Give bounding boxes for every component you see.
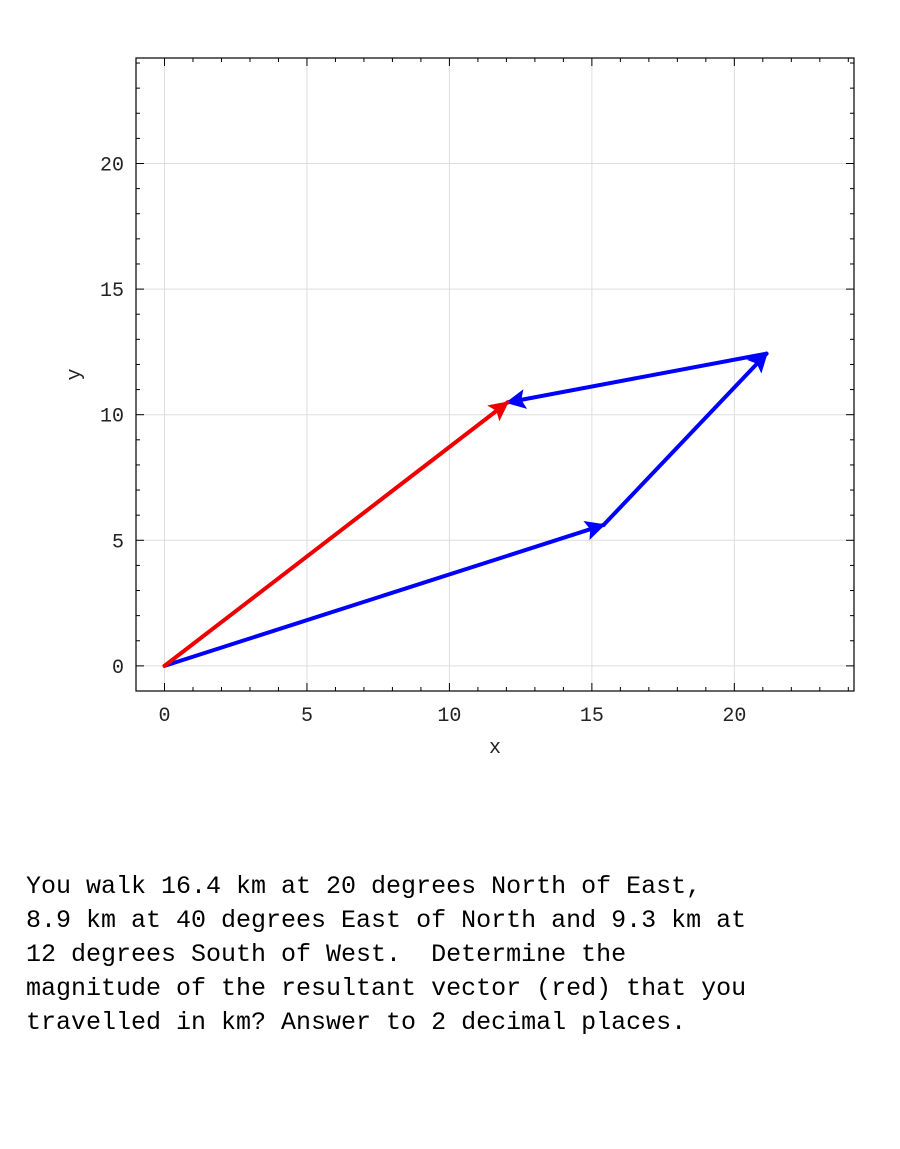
y-tick-label: 0 (112, 657, 124, 680)
vectors (162, 351, 769, 668)
plot-frame (135, 57, 855, 692)
question-line: 8.9 km at 40 degrees East of North and 9… (26, 906, 747, 935)
y-tick-label: 20 (100, 155, 124, 178)
y-axis-label: y (64, 368, 87, 380)
question-line: You walk 16.4 km at 20 degrees North of … (26, 872, 702, 901)
x-tick-label: 15 (580, 705, 604, 728)
question-line: 12 degrees South of West. Determine the (26, 940, 627, 969)
x-tick-label: 10 (437, 705, 461, 728)
y-tick-label: 15 (100, 280, 124, 303)
question-line: travelled in km? Answer to 2 decimal pla… (26, 1008, 687, 1037)
y-tick-label: 5 (112, 531, 124, 554)
x-tick-label: 0 (158, 705, 170, 728)
question-line: magnitude of the resultant vector (red) … (26, 974, 747, 1003)
y-tick-label: 10 (100, 406, 124, 429)
x-tick-label: 5 (301, 705, 313, 728)
question-text: You walk 16.4 km at 20 degrees North of … (26, 870, 886, 1040)
grid (136, 58, 854, 691)
resultant-vector-arrow (162, 400, 510, 668)
displacement-vector-arrow-2 (601, 351, 769, 527)
x-tick-label: 20 (722, 705, 746, 728)
vector-chart: 0 5 10 15 20 0 5 10 15 20 x y (64, 57, 855, 760)
x-axis-label: x (489, 737, 501, 760)
displacement-vector-arrow-1 (162, 520, 606, 668)
displacement-vector-arrow-3 (505, 351, 769, 409)
axis-ticks: 0 5 10 15 20 0 5 10 15 20 (100, 58, 854, 728)
